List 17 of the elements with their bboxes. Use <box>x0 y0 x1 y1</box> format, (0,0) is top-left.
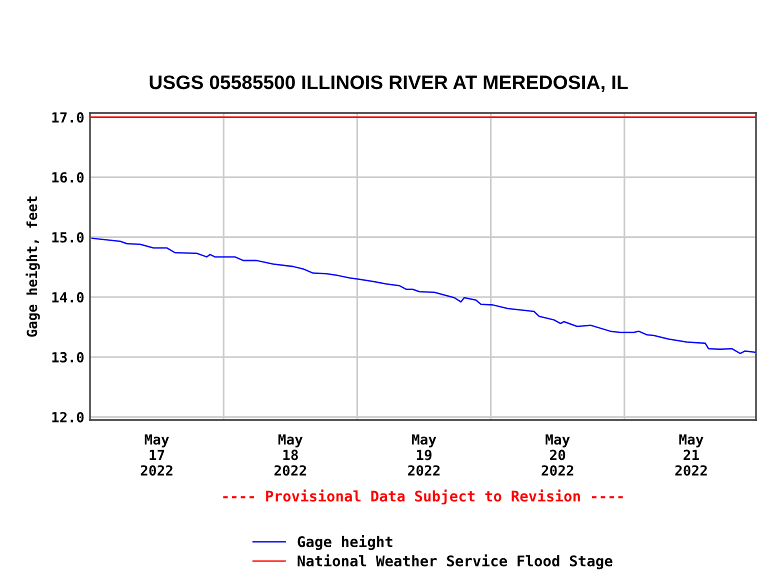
y-tick-label: 16.0 <box>52 172 84 183</box>
legend-label: Gage height <box>298 535 392 550</box>
text: ---- Provisional Data Subject to Revision ---- <box>223 490 623 504</box>
y-tick-label: 14.0 <box>52 292 84 303</box>
y-tick-label: 13.0 <box>52 352 84 363</box>
y-tick-label: 12.0 <box>52 412 84 422</box>
legend-label: National Weather Service Flood Stage <box>298 554 612 570</box>
line-series <box>91 238 756 354</box>
x-tick-label: May 19 2022 <box>408 434 440 476</box>
x-tick-label: May 18 2022 <box>274 434 306 476</box>
x-tick-label: May 21 2022 <box>675 434 707 476</box>
x-tick-label: May 17 2022 <box>140 434 172 476</box>
chart-title: USGS 05585500 ILLINOIS RIVER AT MEREDOSIA, IL <box>150 75 628 92</box>
y-tick-label: 15.0 <box>52 232 84 243</box>
y-axis-title: Gage height, feet <box>26 196 40 337</box>
y-tick-label: 17.0 <box>52 112 84 123</box>
x-tick-label: May 20 2022 <box>542 434 574 476</box>
